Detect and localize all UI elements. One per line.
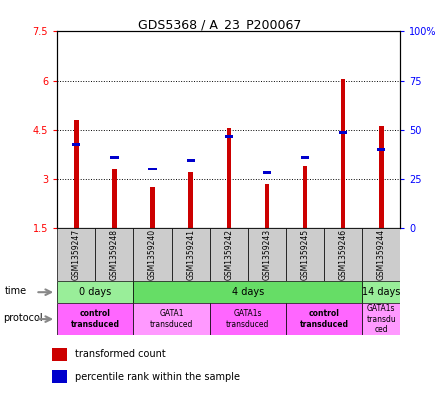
Bar (52, 347, 67, 361)
Bar (286, 228, 324, 281)
Bar (150, 187, 155, 228)
Text: GSM1359244: GSM1359244 (377, 229, 386, 280)
Text: GSM1359243: GSM1359243 (262, 229, 271, 280)
Bar (72, 143, 81, 146)
Text: GATA1s
transduced: GATA1s transduced (226, 309, 270, 329)
Text: 14 days: 14 days (362, 287, 400, 297)
Bar (324, 228, 362, 281)
Bar (95, 228, 133, 281)
Bar (362, 281, 400, 303)
Text: GSM1359248: GSM1359248 (110, 229, 119, 280)
Text: GSM1359246: GSM1359246 (339, 229, 348, 280)
Bar (133, 303, 210, 335)
Bar (74, 120, 79, 228)
Text: control
transduced: control transduced (71, 309, 120, 329)
Bar (362, 228, 400, 281)
Text: protocol: protocol (3, 312, 43, 323)
Text: GATA1s
transdu
ced: GATA1s transdu ced (367, 304, 396, 334)
Text: GSM1359242: GSM1359242 (224, 229, 233, 280)
Bar (210, 228, 248, 281)
Text: GATA1
transduced: GATA1 transduced (150, 309, 193, 329)
Bar (57, 228, 95, 281)
Bar (303, 166, 308, 228)
Text: control
transduced: control transduced (300, 309, 348, 329)
Bar (341, 79, 345, 228)
Bar (362, 303, 400, 335)
Bar (286, 303, 362, 335)
Bar (225, 135, 233, 138)
Bar (112, 169, 117, 228)
Bar (377, 148, 385, 151)
Bar (133, 228, 172, 281)
Bar (52, 370, 67, 384)
Text: GDS5368 / A_23_P200067: GDS5368 / A_23_P200067 (138, 18, 302, 31)
Bar (210, 303, 286, 335)
Bar (110, 156, 118, 159)
Bar (248, 228, 286, 281)
Text: GSM1359247: GSM1359247 (72, 229, 81, 280)
Bar (301, 156, 309, 159)
Text: time: time (4, 286, 27, 296)
Bar (339, 132, 347, 134)
Bar (227, 128, 231, 228)
Text: 4 days: 4 days (232, 287, 264, 297)
Text: transformed count: transformed count (75, 349, 166, 359)
Bar (57, 303, 133, 335)
Text: 0 days: 0 days (79, 287, 111, 297)
Bar (264, 184, 269, 228)
Bar (379, 127, 384, 228)
Bar (172, 228, 210, 281)
Text: percentile rank within the sample: percentile rank within the sample (75, 372, 240, 382)
Bar (188, 172, 193, 228)
Bar (263, 171, 271, 174)
Text: GSM1359245: GSM1359245 (301, 229, 310, 280)
Bar (187, 159, 195, 162)
Bar (57, 281, 133, 303)
Text: GSM1359241: GSM1359241 (186, 229, 195, 280)
Bar (148, 167, 157, 171)
Bar (133, 281, 362, 303)
Text: GSM1359240: GSM1359240 (148, 229, 157, 280)
